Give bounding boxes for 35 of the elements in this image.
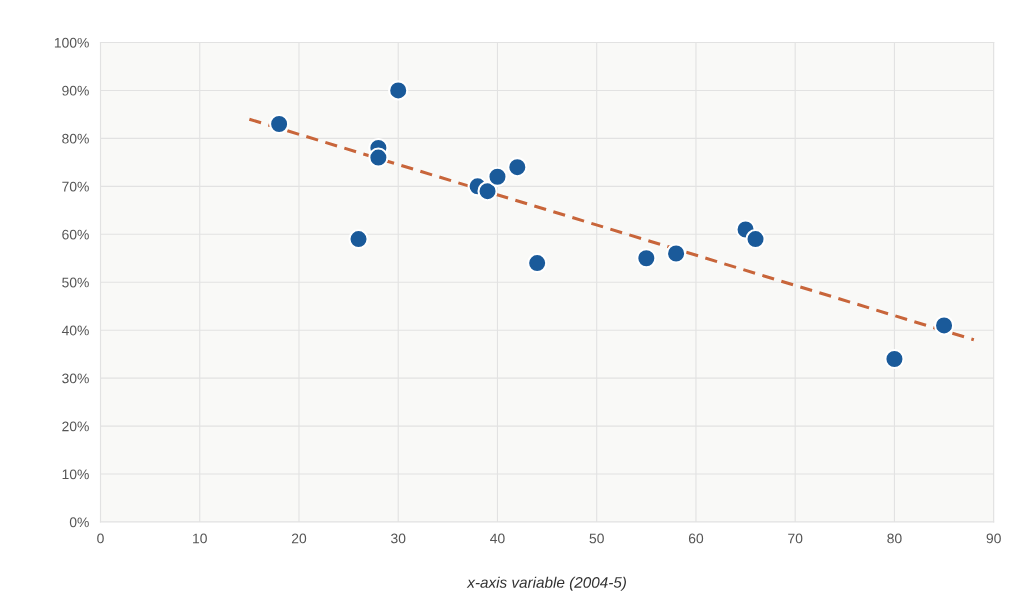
point <box>745 229 766 250</box>
point <box>487 166 508 187</box>
y-tick-label: 50% <box>62 277 89 288</box>
y-tick-label: 90% <box>62 85 89 96</box>
x-tick-label: 40 <box>490 533 505 544</box>
y-tick-label: 100% <box>54 37 89 48</box>
x-tick-label: 10 <box>193 533 207 544</box>
y-tick-label: 30% <box>62 373 89 384</box>
y-tick-label: 60% <box>62 229 89 240</box>
point <box>636 248 657 269</box>
x-axis-title: x-axis variable (2004-5) <box>466 576 626 591</box>
point <box>884 348 905 370</box>
y-tick-label: 40% <box>61 325 89 336</box>
y-tick-label: 70% <box>62 181 89 192</box>
y-tick-label: 80% <box>62 133 89 144</box>
point <box>368 147 389 168</box>
x-tick-label: 90 <box>986 533 1001 544</box>
x-tick-label: 0 <box>97 533 104 544</box>
point <box>507 157 528 178</box>
y-tick-label: 10% <box>62 469 89 480</box>
x-tick-label: 80 <box>887 533 902 544</box>
x-tick-label: 60 <box>688 533 704 544</box>
point <box>527 252 548 274</box>
point <box>388 80 409 101</box>
point <box>933 315 955 336</box>
x-tick-label: 50 <box>589 533 604 544</box>
y-tick-label: 20% <box>62 421 89 432</box>
point <box>477 181 498 202</box>
x-tick-label: 30 <box>391 533 406 544</box>
y-tick-label: 0% <box>69 517 89 528</box>
point <box>348 229 369 250</box>
point <box>666 243 687 264</box>
x-tick-label: 20 <box>291 533 307 544</box>
x-tick-label: 70 <box>788 533 803 544</box>
point <box>269 113 290 135</box>
